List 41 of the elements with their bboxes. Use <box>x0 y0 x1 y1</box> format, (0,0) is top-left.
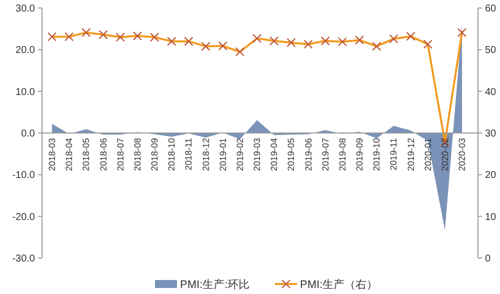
x-tick-label: 2018-04 <box>64 138 74 172</box>
y2-tick-label: 10 <box>485 212 497 223</box>
x-tick-label: 2019-12 <box>406 138 416 172</box>
y2-tick-label: 60 <box>485 4 497 14</box>
x-tick-label: 2019-02 <box>234 138 245 172</box>
x-tick-label: 2020-03 <box>457 138 467 172</box>
x-tick-label: 2018-07 <box>115 138 126 172</box>
y-tick-label: -30.0 <box>12 254 36 264</box>
y-tick-label: 20.0 <box>16 45 36 56</box>
x-tick-label: 2019-11 <box>388 138 399 170</box>
x-tick-label: 2020-01 <box>422 138 433 172</box>
x-tick-label: 2019-06 <box>303 138 314 172</box>
y2-tick-label: 40 <box>485 86 497 98</box>
x-tick-label: 2019-01 <box>218 138 228 172</box>
x-tick-label: 2019-10 <box>372 138 382 172</box>
x-tick-label: 2018-09 <box>150 138 160 172</box>
y2-tick-label: 0 <box>485 254 491 264</box>
x-tick-label: 2019-07 <box>320 138 330 172</box>
y2-tick-label: 50 <box>485 45 497 56</box>
y2-tick-label: 30 <box>485 128 497 140</box>
x-tick-label: 2018-12 <box>200 138 211 172</box>
x-tick-label: 2019-09 <box>354 138 364 172</box>
x-tick-label: 2018-10 <box>166 138 177 172</box>
x-tick-label: 2018-05 <box>81 138 92 172</box>
legend-label: PMI:生产:环比 <box>180 278 250 291</box>
x-tick-label: 2018-11 <box>184 138 194 170</box>
x-tick-label: 2019-08 <box>337 138 348 172</box>
y2-tick-label: 20 <box>485 170 497 182</box>
y-tick-label: -20.0 <box>12 212 36 223</box>
x-tick-label: 2019-03 <box>252 138 262 172</box>
y-tick-label: 10.0 <box>16 86 36 98</box>
legend-label: PMI:生产（右） <box>300 278 378 291</box>
y-tick-label: 30.0 <box>16 4 36 14</box>
y-tick-label: -10.0 <box>12 170 36 182</box>
x-tick-label: 2018-08 <box>132 138 142 172</box>
x-tick-label: 2019-05 <box>286 138 296 172</box>
x-tick-label: 2018-03 <box>47 138 57 172</box>
x-tick-label: 2020-02 <box>440 138 450 172</box>
x-tick-label: 2019-04 <box>269 138 280 172</box>
y-tick-label: 0.0 <box>21 128 36 140</box>
x-tick-label: 2018-06 <box>98 138 108 172</box>
